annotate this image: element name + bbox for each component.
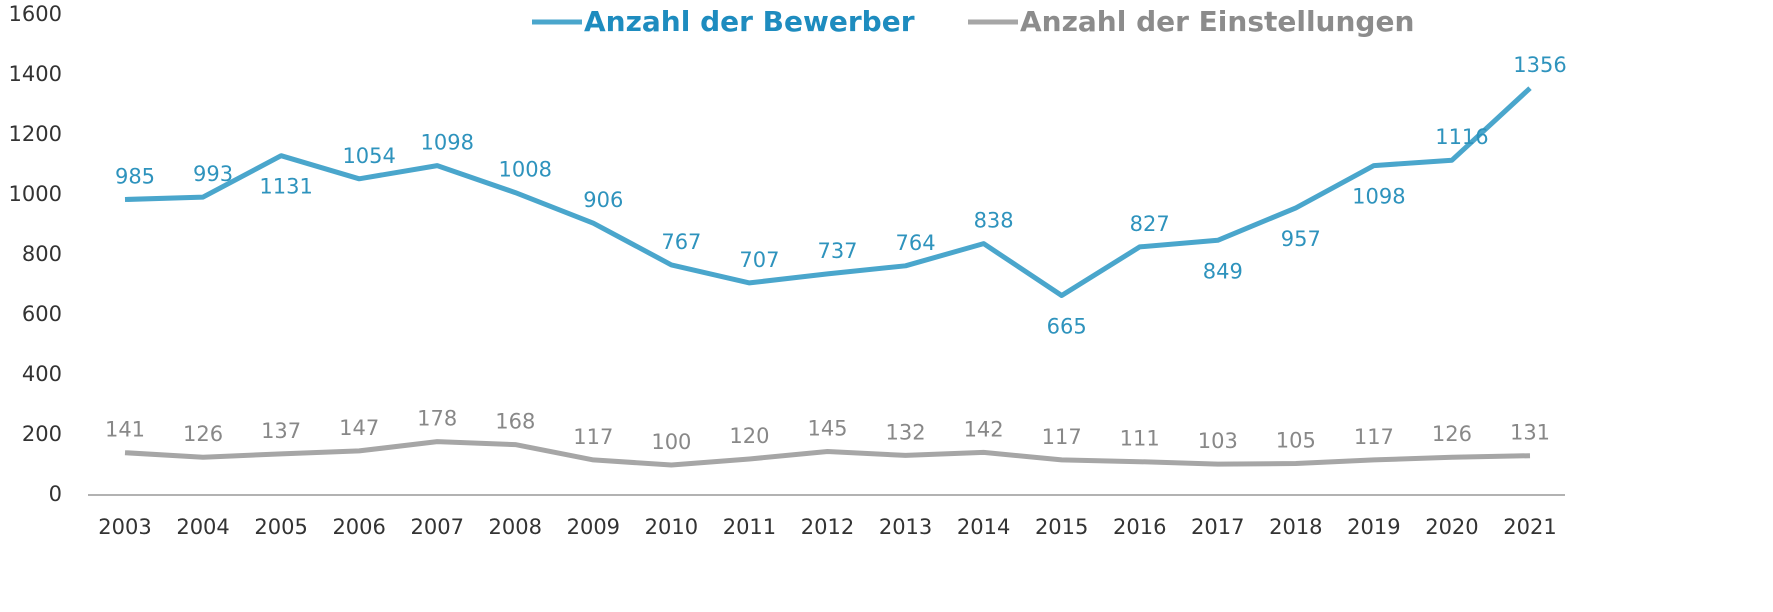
data-label: 985 xyxy=(115,165,155,189)
data-label: 111 xyxy=(1120,427,1160,451)
data-label: 142 xyxy=(964,417,1004,441)
data-label: 1116 xyxy=(1435,125,1488,149)
y-tick-label: 1000 xyxy=(9,182,62,206)
data-label: 147 xyxy=(339,416,379,440)
y-tick-label: 0 xyxy=(49,482,62,506)
data-label: 131 xyxy=(1510,421,1550,445)
data-label: 767 xyxy=(661,230,701,254)
x-tick-label: 2010 xyxy=(645,515,698,539)
x-tick-label: 2009 xyxy=(567,515,620,539)
data-label: 145 xyxy=(807,417,847,441)
x-tick-label: 2003 xyxy=(98,515,151,539)
data-label: 906 xyxy=(583,188,623,212)
line xyxy=(124,439,1531,468)
legend-label: Anzahl der Einstellungen xyxy=(1020,5,1414,38)
x-tick-label: 2007 xyxy=(410,515,463,539)
x-tick-label: 2011 xyxy=(723,515,776,539)
data-label: 838 xyxy=(974,209,1014,233)
data-label: 1054 xyxy=(342,144,395,168)
x-tick-label: 2017 xyxy=(1191,515,1244,539)
x-tick-label: 2018 xyxy=(1269,515,1322,539)
x-tick-label: 2021 xyxy=(1503,515,1556,539)
data-label: 178 xyxy=(417,407,457,431)
data-label: 957 xyxy=(1281,227,1321,251)
data-label: 665 xyxy=(1047,315,1087,339)
y-tick-label: 1200 xyxy=(9,122,62,146)
data-label: 168 xyxy=(495,410,535,434)
y-tick-label: 1600 xyxy=(9,2,62,26)
data-label: 849 xyxy=(1203,259,1243,283)
x-tick-label: 2006 xyxy=(332,515,385,539)
data-label: 105 xyxy=(1276,429,1316,453)
data-label: 137 xyxy=(261,419,301,443)
x-tick-label: 2008 xyxy=(489,515,542,539)
x-tick-label: 2014 xyxy=(957,515,1010,539)
data-label: 1098 xyxy=(420,131,473,155)
legend-label: Anzahl der Bewerber xyxy=(584,5,915,38)
data-label: 141 xyxy=(105,418,145,442)
data-label: 1356 xyxy=(1513,53,1566,77)
y-tick-label: 1400 xyxy=(9,62,62,86)
x-tick-label: 2015 xyxy=(1035,515,1088,539)
data-label: 993 xyxy=(193,162,233,186)
data-label: 1008 xyxy=(499,158,552,182)
y-tick-label: 600 xyxy=(22,302,62,326)
data-label: 707 xyxy=(739,248,779,272)
data-label: 827 xyxy=(1130,212,1170,236)
x-tick-label: 2005 xyxy=(254,515,307,539)
x-tick-label: 2019 xyxy=(1347,515,1400,539)
line xyxy=(124,86,1532,298)
x-tick-label: 2012 xyxy=(801,515,854,539)
data-label: 1098 xyxy=(1352,185,1405,209)
y-tick-label: 200 xyxy=(22,422,62,446)
x-tick-label: 2020 xyxy=(1425,515,1478,539)
data-label: 126 xyxy=(1432,422,1472,446)
data-label: 1131 xyxy=(259,175,312,199)
y-tick-label: 400 xyxy=(22,362,62,386)
x-tick-label: 2016 xyxy=(1113,515,1166,539)
x-tick-label: 2004 xyxy=(176,515,229,539)
data-label: 737 xyxy=(817,239,857,263)
data-label: 117 xyxy=(1042,425,1082,449)
data-label: 103 xyxy=(1198,429,1238,453)
data-label: 126 xyxy=(183,422,223,446)
y-tick-label: 800 xyxy=(22,242,62,266)
data-label: 117 xyxy=(573,425,613,449)
data-label: 120 xyxy=(729,424,769,448)
data-label: 132 xyxy=(886,420,926,444)
x-tick-label: 2013 xyxy=(879,515,932,539)
data-label: 100 xyxy=(651,430,691,454)
data-label: 117 xyxy=(1354,425,1394,449)
data-label: 764 xyxy=(896,231,936,255)
